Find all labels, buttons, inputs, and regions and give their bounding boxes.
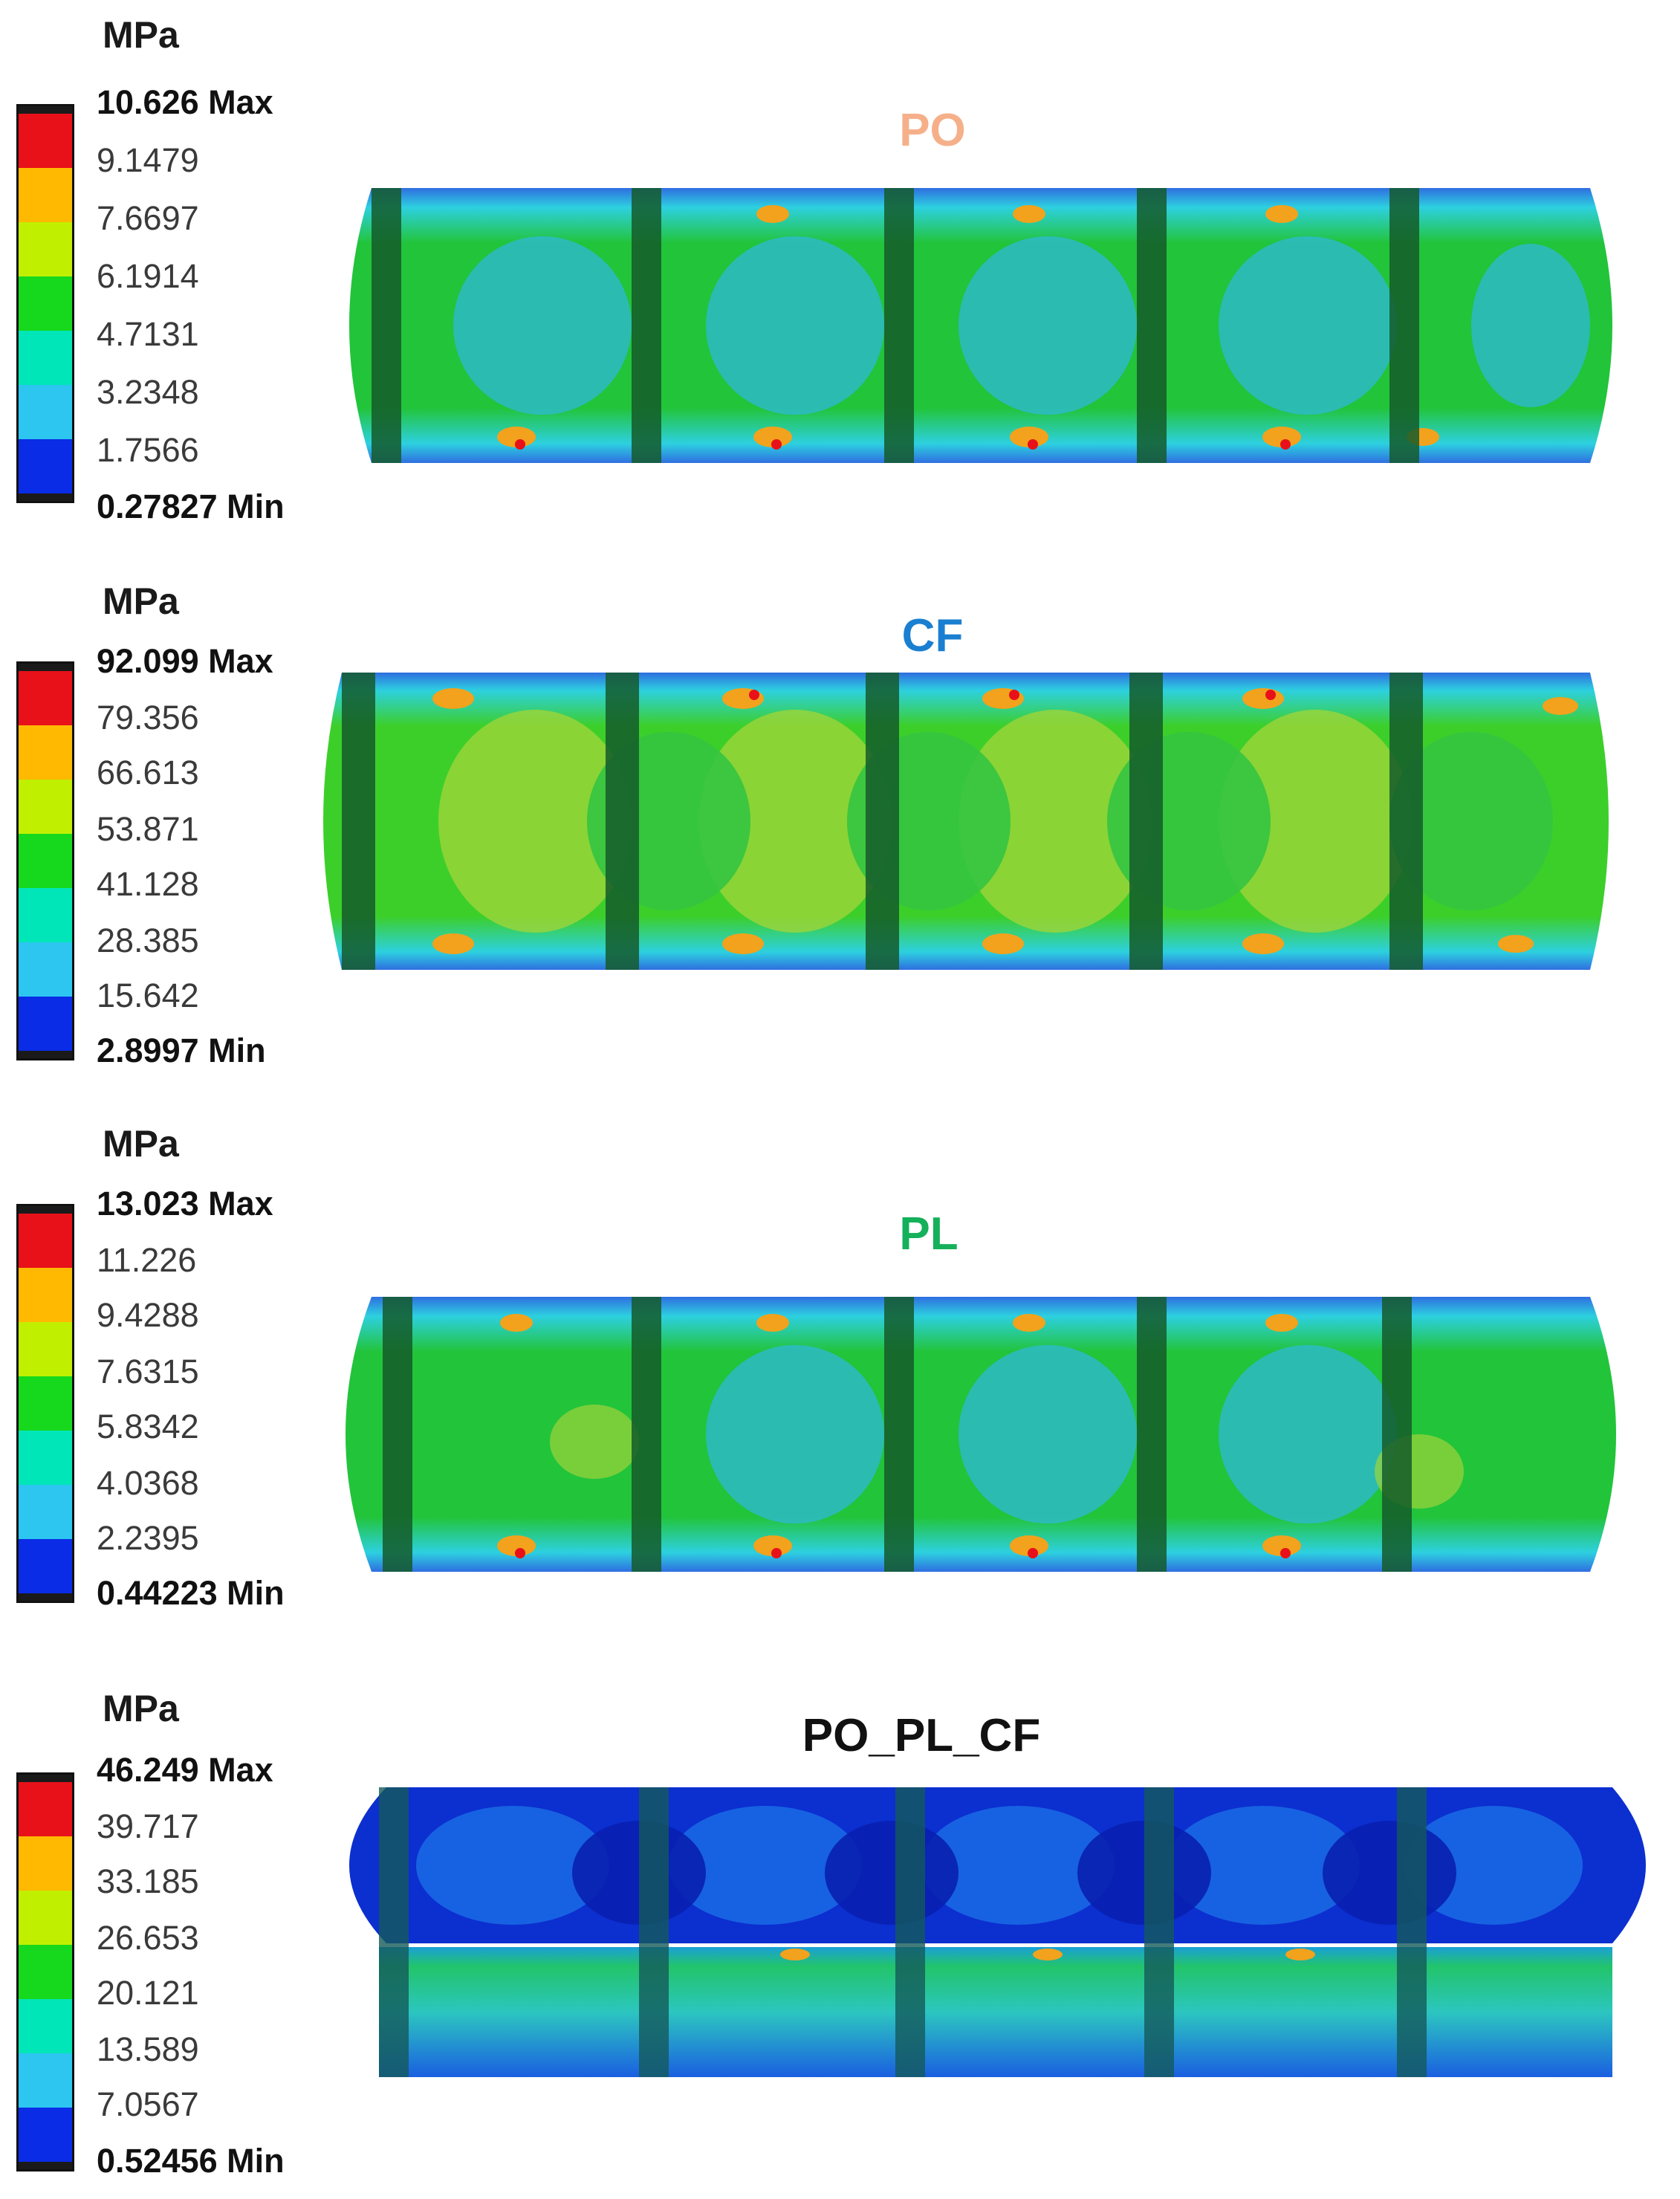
legend-tick: 79.356 xyxy=(97,699,199,736)
stress-contour-model xyxy=(349,188,1612,463)
legend-tick: 7.6315 xyxy=(97,1353,199,1390)
stress-contour-model xyxy=(346,1297,1616,1572)
legend-min: 0.27827 Min xyxy=(97,488,285,525)
legend-tick: 26.653 xyxy=(97,1919,199,1957)
panel-title: PO_PL_CF xyxy=(802,1710,1041,1761)
stress-contour-model xyxy=(323,673,1609,970)
panel-title: PO xyxy=(899,105,966,156)
legend-tick: 28.385 xyxy=(97,922,199,959)
legend-tick: 7.0567 xyxy=(97,2085,199,2123)
legend-min: 0.52456 Min xyxy=(97,2142,285,2180)
legend-tick: 33.185 xyxy=(97,1862,199,1900)
legend-tick: 4.7131 xyxy=(97,315,199,353)
legend-tick: 9.4288 xyxy=(97,1296,199,1334)
legend-tick: 3.2348 xyxy=(97,373,199,411)
color-legend xyxy=(16,1772,74,2172)
color-legend xyxy=(16,104,74,503)
color-legend xyxy=(16,661,74,1060)
legend-tick: 5.8342 xyxy=(97,1408,199,1445)
legend-tick: 1.7566 xyxy=(97,431,199,469)
stress-contour-model xyxy=(349,1787,1646,2077)
legend-tick: 66.613 xyxy=(97,754,199,791)
legend-max: 46.249 Max xyxy=(97,1751,273,1789)
legend-tick: 11.226 xyxy=(97,1241,197,1279)
unit-label: MPa xyxy=(103,580,179,622)
legend-tick: 6.1914 xyxy=(97,257,199,295)
legend-tick: 2.2395 xyxy=(97,1519,199,1557)
legend-tick: 7.6697 xyxy=(97,199,199,237)
panel-title: CF xyxy=(901,610,964,661)
legend-min: 2.8997 Min xyxy=(97,1032,266,1069)
panel-po-pl-cf: MPa 46.249 Max 39.717 33.185 26.653 20.1… xyxy=(0,1672,1680,2199)
unit-label: MPa xyxy=(103,1123,179,1165)
legend-tick: 39.717 xyxy=(97,1807,199,1845)
color-legend xyxy=(16,1204,74,1603)
legend-tick: 20.121 xyxy=(97,1974,199,2012)
unit-label: MPa xyxy=(103,14,179,56)
legend-tick: 41.128 xyxy=(97,865,199,903)
legend-tick: 53.871 xyxy=(97,810,199,848)
legend-tick: 13.589 xyxy=(97,2030,199,2068)
legend-tick: 9.1479 xyxy=(97,141,199,179)
panel-title: PL xyxy=(899,1208,959,1260)
panel-cf: MPa 92.099 Max 79.356 66.613 53.871 41.1… xyxy=(0,565,1680,1085)
panel-po: MPa 10.626 Max 9.1479 7.6697 6.1914 4.71… xyxy=(0,0,1680,535)
legend-min: 0.44223 Min xyxy=(97,1574,285,1612)
legend-max: 13.023 Max xyxy=(97,1185,273,1222)
legend-tick: 15.642 xyxy=(97,977,199,1014)
legend-max: 10.626 Max xyxy=(97,83,273,121)
panel-pl: MPa 13.023 Max 11.226 9.4288 7.6315 5.83… xyxy=(0,1107,1680,1628)
legend-tick: 4.0368 xyxy=(97,1464,199,1502)
unit-label: MPa xyxy=(103,1688,179,1729)
legend-max: 92.099 Max xyxy=(97,642,273,680)
